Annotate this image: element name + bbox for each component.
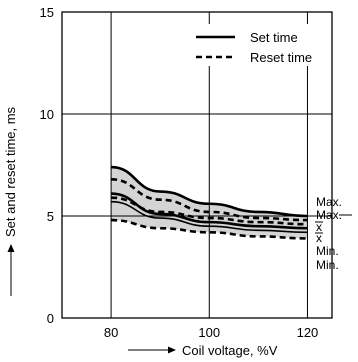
y-tick-label: 5: [47, 209, 54, 224]
annotation-set-max: Max.: [316, 195, 342, 209]
legend: Set time Reset time: [190, 24, 330, 66]
legend-reset-time-label: Reset time: [250, 50, 312, 65]
reset-time-mean-line: [111, 196, 308, 226]
legend-background: [190, 24, 330, 66]
y-axis-title: Set and reset time, ms: [3, 106, 18, 296]
y-tick-label: 15: [40, 5, 54, 20]
spread-band: [111, 167, 308, 239]
x-tick-label: 100: [198, 325, 220, 340]
x-axis-arrow-icon: [168, 346, 176, 354]
reset-time-max-line: [111, 177, 308, 222]
set-time-max-line: [111, 165, 308, 218]
x-tick-label: 120: [297, 325, 319, 340]
annotation-reset-min: Min.: [316, 258, 339, 272]
x-axis-label: Coil voltage, %V: [182, 343, 278, 358]
y-tick-label: 10: [40, 107, 54, 122]
y-axis-label: Set and reset time, ms: [3, 106, 18, 237]
y-axis-arrow-icon: [7, 244, 15, 252]
x-axis-title: Coil voltage, %V: [128, 343, 278, 358]
legend-set-time-label: Set time: [250, 30, 298, 45]
tick-labels: 80 100 120 0 5 10 15: [40, 5, 319, 340]
y-tick-label: 0: [47, 311, 54, 326]
plot-frame: [61, 11, 333, 319]
annotation-set-min: Min.: [316, 244, 339, 258]
annotation-reset-max: Max.: [316, 208, 342, 222]
x-tick-label: 80: [104, 325, 118, 340]
curve-annotations: Max. Max. x x Min. Min.: [315, 195, 352, 272]
series-layer: [111, 165, 308, 240]
reset-time-min-line: [111, 218, 308, 240]
annotation-set-mean: x: [316, 231, 322, 245]
set-time-min-line: [111, 200, 308, 234]
annotation-reset-mean: x: [316, 220, 322, 234]
